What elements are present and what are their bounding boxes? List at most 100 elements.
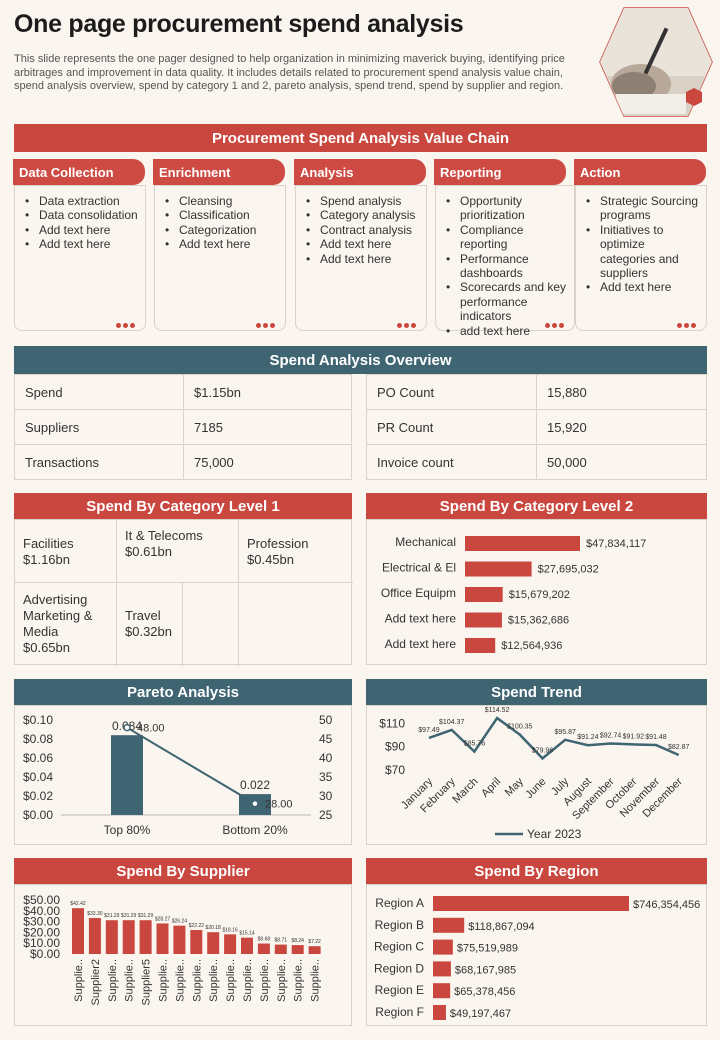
supplier-bar <box>156 923 169 954</box>
region-data-label: $68,167,985 <box>455 964 516 976</box>
pareto-bar-label: 0.022 <box>240 778 270 792</box>
pareto-y2-tick: 45 <box>319 732 333 746</box>
supplier-data-label: $9.68 <box>258 937 271 943</box>
category1-value: $0.61bn <box>125 544 172 559</box>
category1-name: Profession <box>247 536 309 551</box>
category1-cell: It & Telecoms $0.61bn <box>125 528 235 560</box>
trend-chart: $70$90$110$97.49January$104.37February$8… <box>379 707 689 841</box>
value-chain-list: Spend analysisCategory analysisContract … <box>296 186 426 266</box>
list-item: Contract analysis <box>302 223 422 238</box>
overview-table-right: PO Count 15,880 PR Count 15,920 Invoice co… <box>366 374 707 480</box>
supplier-data-label: $31.29 <box>104 913 120 919</box>
category2-label: Electrical & El <box>382 561 456 575</box>
value-chain-list: CleansingClassificationCategorizationAdd… <box>155 186 285 252</box>
supplier-bar <box>241 937 253 954</box>
supplier-bar <box>122 920 135 954</box>
supplier-data-label: $22.22 <box>189 923 205 929</box>
category2-bar <box>465 612 502 628</box>
category2-label: Mechanical <box>395 535 456 549</box>
region-label: Region E <box>375 983 424 997</box>
supplier-x-label: Supplie.. <box>276 959 288 1002</box>
value-chain-list: Opportunity prioritizationCompliance rep… <box>436 186 574 338</box>
region-label: Region C <box>374 940 424 954</box>
trend-y-tick: $70 <box>385 763 405 777</box>
category1-value: $0.32bn <box>125 624 172 639</box>
overview-label: Transactions <box>14 444 184 480</box>
value-chain-stage-title: Data Collection <box>13 159 145 185</box>
category1-name: Facilities <box>23 536 74 551</box>
supplier-bar <box>291 945 304 954</box>
value-chain-stage-title: Reporting <box>434 159 566 185</box>
supplier-bar <box>224 934 237 954</box>
supplier-bar <box>274 944 287 954</box>
region-label: Region F <box>375 1005 424 1019</box>
trend-data-label: $104.37 <box>439 719 464 726</box>
list-item: add text here <box>442 324 570 339</box>
value-chain-list: Strategic Sourcing programsInitiatives t… <box>576 186 706 295</box>
supplier-data-label: $8.24 <box>291 938 304 944</box>
trend-data-label: $100.35 <box>507 724 532 731</box>
pareto-bar <box>111 735 143 815</box>
value-chain-stage-title: Analysis <box>294 159 426 185</box>
trend-x-label: June <box>523 776 548 801</box>
pareto-panel: $0.00 $0.02 $0.04 $0.06 $0.08 $0.10 25 30 35 40 45… <box>14 705 352 845</box>
supplier-bar <box>257 943 270 954</box>
category2-label: Add text here <box>385 637 457 651</box>
pareto-y2-tick: 50 <box>319 713 333 727</box>
list-item: Add text here <box>21 237 141 252</box>
overview-value: 7185 <box>183 409 352 445</box>
region-data-label: $75,519,989 <box>457 943 518 955</box>
region-data-label: $118,867,094 <box>468 921 534 933</box>
value-chain-box: Opportunity prioritizationCompliance rep… <box>435 185 575 338</box>
supplier-chart: $0.00$10.00$20.00$30.00$40.00$50.00 $42.4… <box>23 893 321 1005</box>
region-data-label: $49,197,467 <box>450 1008 511 1020</box>
pareto-y2-tick: 40 <box>319 751 333 765</box>
value-chain-heading: Procurement Spend Analysis Value Chain <box>14 124 707 152</box>
value-chain-box: Spend analysisCategory analysisContract … <box>295 185 427 331</box>
region-bar <box>433 917 465 933</box>
supplier-x-label: Supplie.. <box>293 959 305 1002</box>
supplier-data-label: $42.42 <box>70 901 86 907</box>
supplier-panel: $0.00 $10.00 $20.00 $30.00 $40.00 $50.00 $42.4… <box>14 884 352 1026</box>
trend-x-label: May <box>503 775 527 799</box>
pareto-line-label: 48.00 <box>137 723 165 735</box>
supplier-x-label: Supplie.. <box>208 959 220 1002</box>
category1-name: Advertising Marketing & Media <box>23 592 93 639</box>
trend-data-label: $114.52 <box>485 707 510 714</box>
supplier-bar <box>105 920 118 954</box>
category2-data-label: $15,679,202 <box>509 589 570 601</box>
supplier-y-tick: $10.00 <box>23 936 60 950</box>
list-item: Add text here <box>21 223 141 238</box>
page-title: One page procurement spend analysis <box>14 10 464 38</box>
pareto-y-tick: $0.10 <box>23 713 53 727</box>
list-item: Opportunity prioritization <box>442 194 570 223</box>
list-item: Add text here <box>161 237 281 252</box>
region-chart: Region A $746,354,456 Region B $118,867,094… <box>374 896 700 1020</box>
trend-x-label: March <box>450 776 480 806</box>
supplier-bar <box>88 918 101 954</box>
trend-data-label: $95.87 <box>554 729 576 736</box>
region-bar <box>433 983 451 999</box>
supplier-x-label: Supplier5 <box>141 959 153 1005</box>
category1-value: $1.16bn <box>23 552 70 567</box>
supplier-x-label: Supplie.. <box>174 959 186 1002</box>
supplier-data-label: $15.14 <box>239 931 255 937</box>
supplier-y-tick: $40.00 <box>23 904 60 918</box>
overview-label: PO Count <box>366 374 537 410</box>
supplier-x-label: Supplie.. <box>242 959 254 1002</box>
supplier-y-tick: $20.00 <box>23 925 60 939</box>
pareto-category: Top 80% <box>104 823 151 837</box>
list-item: Classification <box>161 208 281 223</box>
category1-value: $0.65bn <box>23 640 70 655</box>
region-label: Region A <box>375 896 424 910</box>
trend-data-label: $97.49 <box>418 727 440 734</box>
legend-label: Year 2023 <box>527 827 582 841</box>
pareto-y-tick: $0.04 <box>23 770 53 784</box>
pareto-chart: $0.00 $0.02 $0.04 $0.06 $0.08 $0.10 25 30 35 40 45… <box>23 713 333 837</box>
overview-table-left: Spend $1.15bn Suppliers 7185 Transactions 7… <box>14 374 352 480</box>
pareto-line-label: 28.00 <box>265 799 293 811</box>
category1-cell: Advertising Marketing & Media $0.65bn <box>23 592 113 656</box>
trend-x-label: April <box>479 776 503 800</box>
supplier-bar <box>139 920 152 954</box>
overview-value: 15,920 <box>536 409 707 445</box>
